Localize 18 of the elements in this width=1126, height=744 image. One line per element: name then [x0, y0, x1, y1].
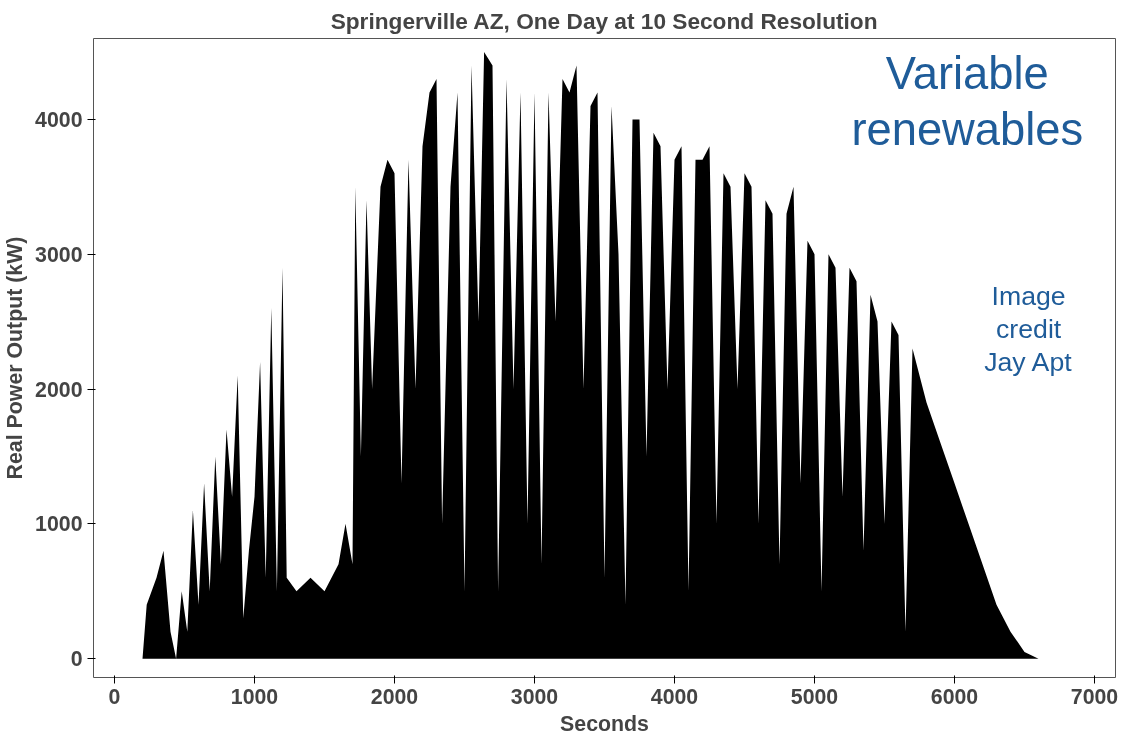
annotation: Variable renewables [851, 48, 1084, 156]
chart-title: Springerville AZ, One Day at 10 Second Resolution [330, 7, 878, 34]
x-tick-label: 2000 [370, 684, 419, 709]
y-tick-label: 4000 [35, 107, 83, 132]
x-tick-label: 1000 [230, 684, 279, 709]
y-tick-label: 0 [70, 647, 83, 672]
annotation: Image credit Jay Apt [984, 281, 1073, 378]
x-axis-title: Seconds [560, 711, 649, 736]
x-tick-label: 5000 [790, 684, 839, 709]
x-tick-label: 6000 [930, 684, 979, 709]
y-tick-label: 2000 [35, 377, 83, 402]
x-tick-label: 0 [108, 684, 121, 709]
y-axis-title: Real Power Output (kW) [3, 236, 28, 480]
x-tick-label: 7000 [1070, 684, 1119, 709]
x-tick-label: 4000 [650, 684, 699, 709]
x-tick-label: 3000 [510, 684, 559, 709]
y-tick-label: 3000 [35, 242, 83, 267]
y-tick-label: 1000 [35, 512, 83, 537]
